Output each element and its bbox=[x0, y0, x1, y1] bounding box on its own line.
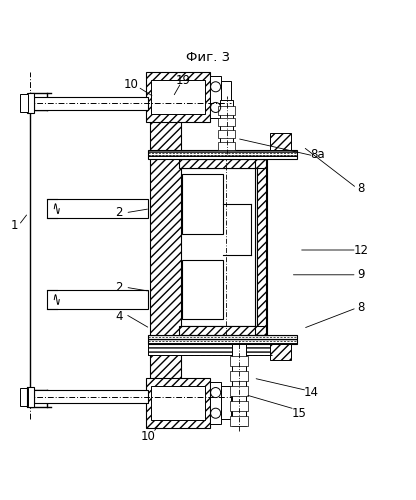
Text: Фиг. 3: Фиг. 3 bbox=[186, 50, 230, 64]
Bar bbox=[182, 174, 223, 234]
Bar bbox=[230, 356, 248, 366]
Text: 9: 9 bbox=[357, 268, 365, 281]
Bar bbox=[150, 76, 181, 415]
Bar bbox=[20, 94, 28, 112]
Bar bbox=[210, 382, 221, 424]
Bar bbox=[27, 94, 35, 113]
Text: 15: 15 bbox=[292, 406, 306, 420]
Text: 10: 10 bbox=[141, 430, 156, 444]
Bar bbox=[47, 290, 148, 309]
Bar bbox=[148, 150, 297, 159]
Bar bbox=[27, 387, 35, 406]
Bar bbox=[179, 326, 266, 334]
Bar bbox=[230, 401, 248, 411]
Bar bbox=[47, 200, 148, 218]
Bar bbox=[218, 106, 235, 114]
Bar bbox=[182, 260, 223, 320]
Bar bbox=[220, 100, 233, 150]
Bar bbox=[218, 118, 235, 126]
Bar bbox=[148, 334, 297, 344]
Text: 1: 1 bbox=[11, 218, 18, 232]
Bar bbox=[221, 80, 230, 114]
Bar bbox=[218, 142, 235, 150]
Text: 8: 8 bbox=[357, 302, 364, 314]
Bar bbox=[233, 344, 245, 426]
Bar bbox=[218, 130, 235, 138]
Bar bbox=[221, 386, 230, 420]
Text: 12: 12 bbox=[354, 244, 369, 256]
Text: 2: 2 bbox=[115, 280, 123, 293]
Text: 2: 2 bbox=[115, 206, 123, 220]
Bar bbox=[20, 388, 28, 406]
Text: 8а: 8а bbox=[310, 148, 325, 162]
Text: 14: 14 bbox=[304, 386, 319, 399]
Bar bbox=[210, 76, 221, 118]
Bar bbox=[146, 72, 210, 122]
Bar bbox=[179, 168, 257, 326]
Bar bbox=[151, 80, 205, 114]
Bar bbox=[179, 159, 266, 168]
Bar bbox=[35, 390, 148, 404]
Bar bbox=[230, 386, 248, 396]
Bar bbox=[35, 96, 148, 110]
Bar bbox=[230, 416, 248, 426]
Bar bbox=[257, 159, 266, 334]
Text: 4: 4 bbox=[115, 310, 123, 322]
Bar bbox=[148, 344, 272, 356]
Bar bbox=[270, 344, 291, 360]
Bar bbox=[255, 159, 267, 334]
Bar bbox=[146, 378, 210, 428]
Bar bbox=[270, 134, 291, 150]
Text: 19: 19 bbox=[176, 74, 191, 87]
Bar bbox=[230, 371, 248, 382]
Text: 10: 10 bbox=[124, 78, 139, 91]
Text: 8: 8 bbox=[357, 182, 364, 194]
Bar bbox=[151, 386, 205, 420]
